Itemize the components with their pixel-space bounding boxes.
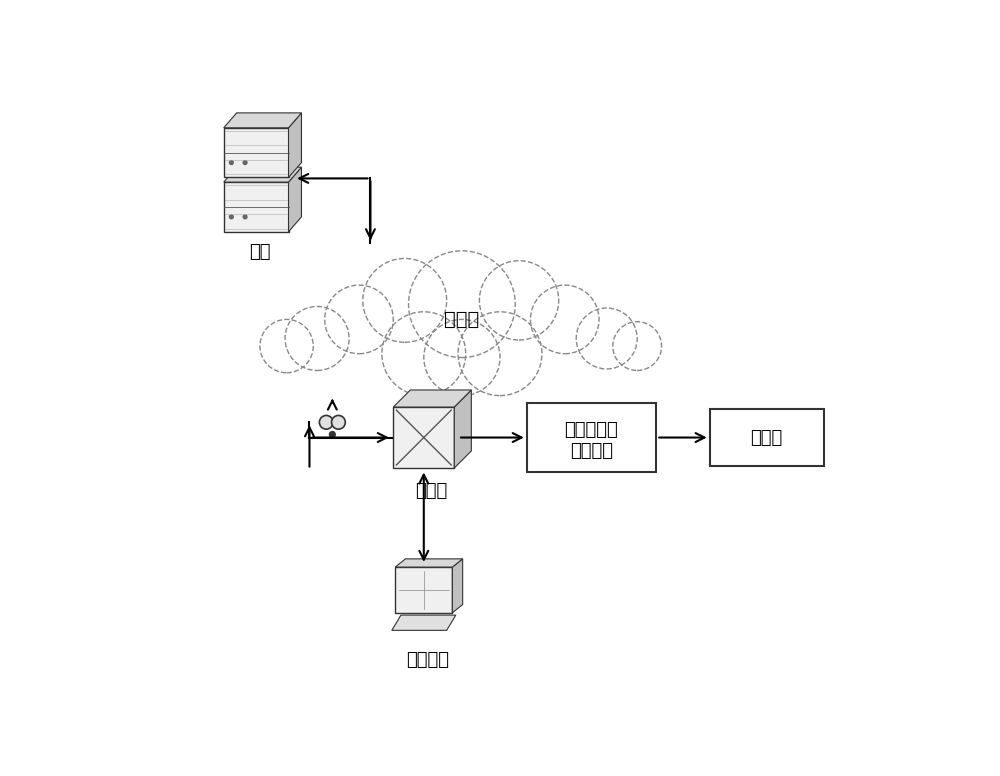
Bar: [395, 567, 452, 613]
Circle shape: [382, 312, 466, 396]
Text: 控制终端: 控制终端: [406, 651, 449, 669]
Circle shape: [325, 285, 393, 354]
Circle shape: [332, 415, 345, 429]
Circle shape: [285, 307, 349, 370]
Bar: [710, 409, 824, 466]
Circle shape: [243, 161, 247, 165]
Bar: [527, 404, 656, 472]
Text: 打印装置: 打印装置: [570, 442, 613, 460]
Text: 主干网: 主干网: [444, 310, 480, 329]
Circle shape: [479, 261, 559, 340]
Text: 二维码标签: 二维码标签: [565, 421, 618, 439]
Polygon shape: [393, 390, 471, 407]
Circle shape: [229, 161, 233, 165]
Circle shape: [424, 320, 500, 396]
Circle shape: [243, 215, 247, 219]
Polygon shape: [224, 167, 301, 182]
Circle shape: [409, 251, 515, 358]
Polygon shape: [224, 113, 301, 128]
Polygon shape: [289, 167, 301, 232]
Text: 交换机: 交换机: [415, 482, 448, 500]
Polygon shape: [395, 559, 463, 567]
Circle shape: [530, 285, 599, 354]
Bar: [224, 182, 289, 232]
Circle shape: [613, 322, 662, 370]
Circle shape: [260, 320, 313, 372]
Circle shape: [576, 308, 637, 369]
Circle shape: [319, 415, 333, 429]
Polygon shape: [452, 559, 463, 613]
Circle shape: [363, 258, 447, 342]
Text: 主机: 主机: [249, 243, 271, 262]
Polygon shape: [392, 615, 456, 630]
Circle shape: [229, 215, 233, 219]
Polygon shape: [289, 113, 301, 178]
Bar: [393, 407, 454, 468]
Polygon shape: [454, 390, 471, 468]
Text: 打印机: 打印机: [751, 428, 783, 446]
Circle shape: [329, 431, 335, 438]
Circle shape: [458, 312, 542, 396]
Bar: [224, 128, 289, 178]
